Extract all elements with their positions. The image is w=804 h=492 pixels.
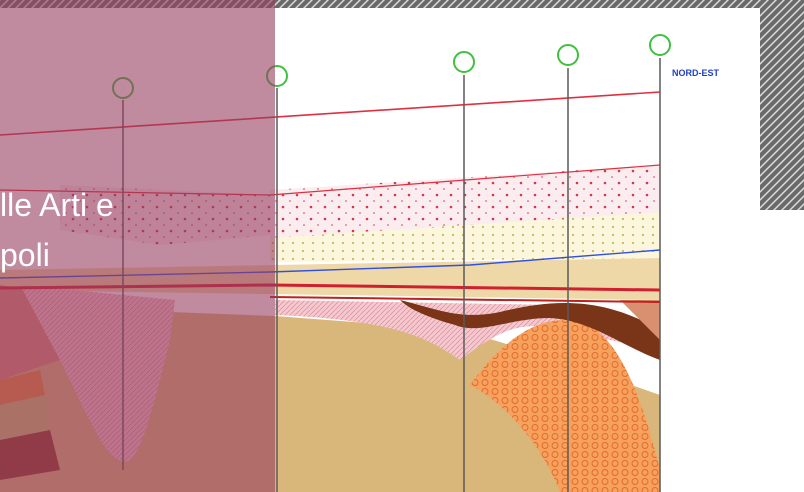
layer bbox=[270, 212, 660, 262]
slide-text: lle Arti e bbox=[0, 187, 114, 223]
direction-label: NORD-EST bbox=[672, 68, 720, 78]
layer bbox=[400, 300, 660, 360]
borehole-head bbox=[557, 44, 579, 66]
boundary-line bbox=[269, 296, 661, 303]
figure-panel bbox=[760, 210, 804, 492]
layer bbox=[470, 320, 660, 492]
slide-overlay bbox=[0, 0, 275, 492]
layer bbox=[620, 300, 660, 340]
borehole-head bbox=[453, 51, 475, 73]
borehole-head bbox=[649, 34, 671, 56]
slide-text: poli bbox=[0, 237, 50, 273]
